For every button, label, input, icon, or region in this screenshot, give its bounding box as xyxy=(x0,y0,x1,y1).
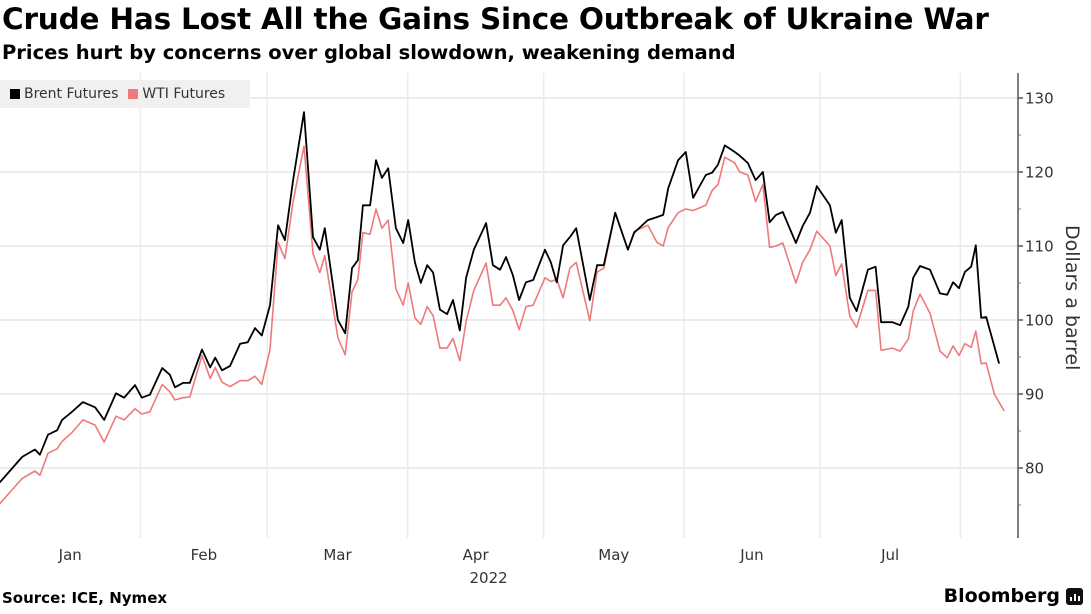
y-tick-label: 110 xyxy=(1025,238,1054,256)
x-tick-label: Apr xyxy=(463,546,490,564)
legend-label-brent: Brent Futures xyxy=(24,86,119,102)
bloomberg-chart-icon xyxy=(1066,587,1083,605)
y-tick-label: 100 xyxy=(1025,312,1054,330)
x-tick-label: Jun xyxy=(739,546,763,564)
legend: Brent Futures WTI Futures xyxy=(0,80,250,108)
y-tick-label: 90 xyxy=(1025,386,1044,404)
x-tick-label: Jan xyxy=(58,546,82,564)
legend-swatch-brent xyxy=(10,89,20,99)
chart-subtitle: Prices hurt by concerns over global slow… xyxy=(2,41,736,64)
y-axis: 80 90 100 110 120 130 xyxy=(1017,73,1054,538)
series-lines xyxy=(0,111,1005,505)
chart-title: Crude Has Lost All the Gains Since Outbr… xyxy=(2,2,989,36)
bloomberg-logo: Bloomberg xyxy=(944,585,1083,607)
y-tick-label: 120 xyxy=(1025,164,1054,182)
x-tick-label: Mar xyxy=(323,546,352,564)
brand-name: Bloomberg xyxy=(943,585,1060,607)
series-line-brent xyxy=(0,111,1000,483)
x-tick-label: Jul xyxy=(880,546,899,564)
legend-item-brent: Brent Futures xyxy=(10,86,118,102)
y-axis-title: Dollars a barrel xyxy=(1061,225,1083,370)
source-note: Source: ICE, Nymex xyxy=(2,589,168,607)
x-tick-label: May xyxy=(598,546,629,564)
y-tick-label: 80 xyxy=(1025,460,1044,478)
y-tick-label: 130 xyxy=(1025,90,1054,108)
legend-label-wti: WTI Futures xyxy=(142,86,226,102)
x-axis-year-label: 2022 xyxy=(470,569,508,587)
legend-item-wti: WTI Futures xyxy=(128,86,225,102)
x-tick-label: Feb xyxy=(191,546,218,564)
gridlines xyxy=(0,73,1018,538)
x-axis: Jan Feb Mar Apr May Jun Jul xyxy=(58,546,900,564)
series-line-wti xyxy=(0,145,1005,505)
legend-swatch-wti xyxy=(128,89,139,99)
